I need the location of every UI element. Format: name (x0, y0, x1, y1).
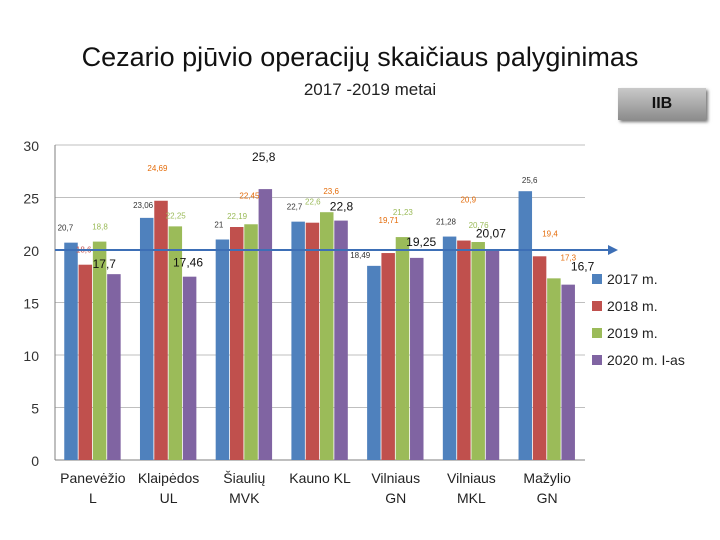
bar (334, 220, 348, 460)
data-label: 20,07 (476, 226, 506, 240)
y-tick-label: 10 (23, 348, 39, 364)
x-tick-label: Vilniaus MKL (447, 470, 496, 506)
data-label: 17,46 (173, 256, 203, 270)
bar (561, 284, 575, 460)
data-label: 25,6 (522, 176, 538, 185)
bar (258, 189, 273, 460)
data-label: 19,71 (379, 216, 400, 225)
legend-label: 2017 m. (607, 271, 658, 287)
data-label: 17,3 (561, 253, 577, 262)
data-label: 23,6 (323, 187, 339, 196)
bar (518, 191, 533, 460)
reference-arrow (608, 245, 618, 255)
data-label: 20,7 (58, 224, 74, 233)
data-label: 22,8 (330, 200, 354, 214)
x-tick-label: Šiaulių MVK (223, 470, 265, 506)
x-tick-label: Panevėžio L (60, 470, 126, 506)
legend-label: 2019 m. (607, 325, 658, 341)
bar (154, 200, 168, 460)
chart-title: Cezario pjūvio operacijų skaičiaus palyg… (81, 42, 639, 72)
bar (168, 226, 183, 460)
y-tick-label: 15 (23, 296, 39, 312)
data-label: 22,7 (287, 203, 303, 212)
legend-swatch (592, 355, 602, 365)
data-label: 17,7 (93, 257, 117, 271)
bar (78, 264, 93, 460)
bar (92, 241, 107, 460)
y-tick-label: 0 (31, 453, 39, 469)
bar (244, 224, 258, 460)
y-tick-label: 25 (23, 191, 39, 207)
x-tick-label: Vilniaus GN (371, 470, 420, 506)
bar (547, 278, 561, 460)
legend-swatch (592, 328, 602, 338)
data-label: 21,28 (436, 218, 457, 227)
x-tick-label: Mažylio GN (523, 470, 571, 506)
bar (381, 253, 395, 460)
data-label: 19,4 (542, 229, 558, 238)
bar (291, 221, 305, 460)
bar (442, 236, 457, 460)
data-label: 21 (214, 221, 223, 230)
data-label: 18,49 (350, 251, 371, 260)
bar (395, 237, 410, 460)
x-tick-label: Kauno KL (289, 470, 351, 486)
bar (305, 222, 320, 460)
chart-subtitle: 2017 -2019 metai (303, 80, 437, 99)
data-label: 22,6 (305, 198, 321, 207)
data-label: 25,8 (252, 150, 276, 164)
data-label: 22,25 (166, 211, 187, 220)
data-label: 20,9 (460, 196, 476, 205)
bar (367, 265, 381, 460)
x-tick-label: Klaipėdos UL (138, 470, 200, 506)
section-badge: IIB (618, 88, 706, 120)
bar (107, 274, 121, 460)
data-label: 23,06 (133, 201, 154, 210)
data-label: 16,7 (571, 260, 595, 274)
bar (532, 256, 547, 460)
data-label: 21,23 (393, 208, 414, 217)
y-tick-label: 20 (23, 243, 39, 259)
data-label: 22,19 (227, 212, 248, 221)
legend-swatch (592, 301, 602, 311)
data-label: 18,8 (92, 223, 108, 232)
legend-label: 2018 m. (607, 298, 658, 314)
y-tick-label: 5 (31, 401, 39, 417)
bar (182, 276, 197, 460)
data-label: 20,76 (469, 221, 490, 230)
bar (410, 257, 424, 460)
data-label: 22,45 (239, 191, 260, 200)
bar (320, 212, 334, 460)
data-label: 24,69 (147, 164, 168, 173)
bar (457, 240, 471, 460)
bar (139, 217, 154, 460)
data-label: 19,25 (406, 235, 436, 249)
bar (471, 242, 485, 460)
bar (215, 239, 230, 460)
legend-swatch (592, 274, 602, 284)
bar (485, 249, 500, 460)
bar (229, 227, 244, 460)
bar (64, 242, 78, 460)
y-tick-label: 30 (23, 138, 39, 154)
legend-label: 2020 m. I-as (607, 352, 685, 368)
